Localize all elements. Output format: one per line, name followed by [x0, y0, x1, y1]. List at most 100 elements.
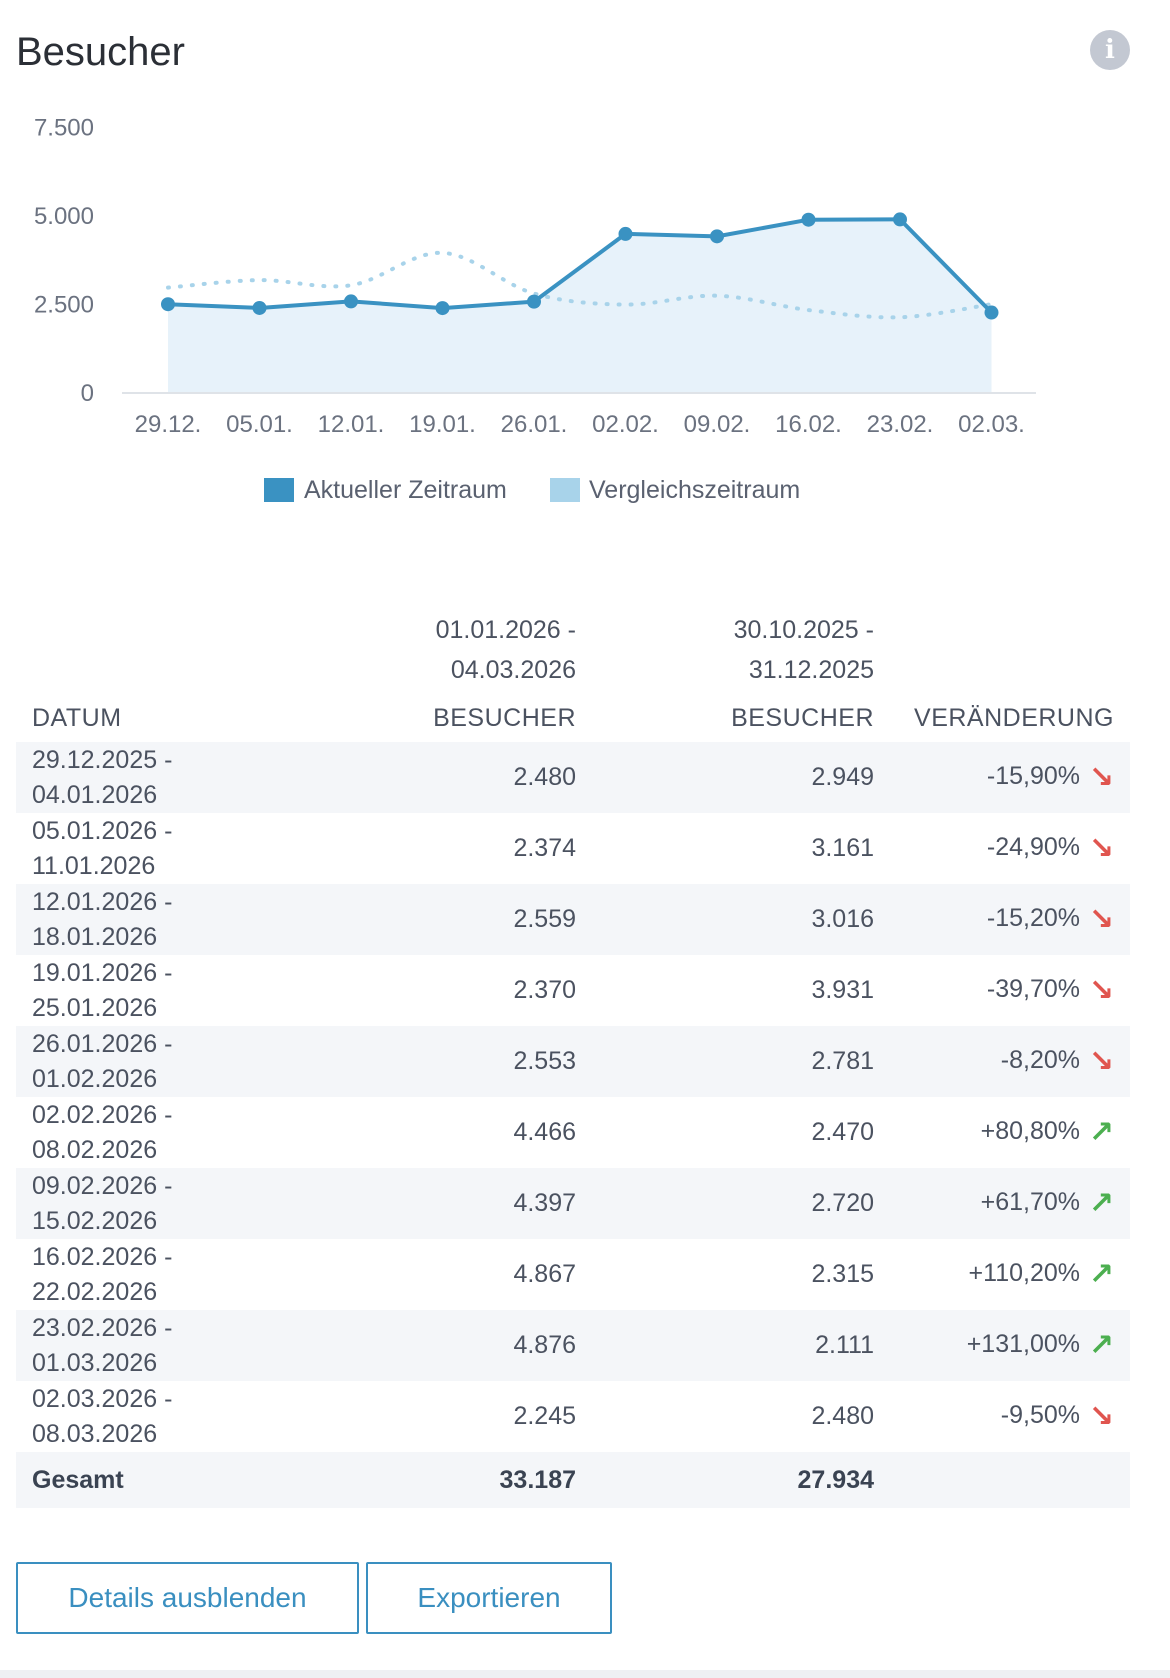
table-row: 26.01.2026 - 01.02.2026 2.553 2.781 -8,20% ↘ — [16, 1026, 1130, 1097]
row-visitors-current: 2.374 — [513, 834, 576, 862]
arrow-up-right-icon: ↗ — [1088, 1187, 1114, 1220]
arrow-up-right-icon: ↗ — [1088, 1116, 1114, 1149]
current-series-point — [252, 300, 267, 315]
row-visitors-comparison: 3.016 — [576, 884, 874, 955]
row-change: -15,90% ↘ — [874, 742, 1130, 813]
row-visitors-comparison: 2.111 — [576, 1310, 874, 1381]
row-date-end: 22.02.2026 — [32, 1277, 158, 1306]
current-series-point — [161, 297, 175, 312]
row-date-start: 02.03.2026 - — [32, 1384, 173, 1413]
row-visitors-current: 2.370 — [513, 976, 576, 1004]
table-row: 02.03.2026 - 08.03.2026 2.245 2.480 -9,50% ↘ — [16, 1381, 1130, 1452]
table-row: 23.02.2026 - 01.03.2026 4.876 2.111 +131,00%… — [16, 1310, 1130, 1381]
x-tick-label: 09.02. — [684, 411, 751, 438]
row-date-end: 08.02.2026 — [32, 1135, 158, 1164]
row-change: -8,20% ↘ — [874, 1026, 1130, 1097]
row-change-value: +110,20% — [968, 1259, 1080, 1288]
row-date-start: 23.02.2026 - — [32, 1313, 173, 1342]
table-row: 16.02.2026 -22.02.2026 4.867 2.315 +110,20%… — [16, 1239, 1130, 1310]
period-spacer-right — [874, 610, 1130, 694]
total-label: Gesamt — [16, 1452, 278, 1508]
y-tick-label: 5.000 — [34, 203, 94, 230]
current-series-point — [344, 294, 358, 309]
arrow-up-right-icon: ↗ — [1088, 1258, 1114, 1291]
current-series-point — [435, 301, 450, 316]
row-visitors-current: 4.466 — [513, 1118, 576, 1146]
visitors-table: 01.01.2026 - 04.03.2026 30.10.2025 - 31.… — [16, 610, 1130, 1508]
row-visitors-current: 4.876 — [278, 1310, 576, 1381]
row-change: +80,80% ↗ — [874, 1097, 1130, 1168]
x-tick-label: 23.02. — [867, 411, 934, 438]
row-visitors-comparison: 3.931 — [811, 976, 874, 1004]
period-spacer — [16, 610, 278, 694]
x-tick-label: 02.02. — [592, 411, 659, 438]
arrow-down-right-icon: ↘ — [1088, 1400, 1114, 1433]
arrow-down-right-icon: ↘ — [1088, 1045, 1114, 1078]
row-change-value: -39,70% — [986, 975, 1080, 1004]
legend-swatch-current — [264, 478, 294, 502]
bottom-divider — [0, 1670, 1170, 1678]
row-date: 29.12.2025 - 04.01.2026 — [16, 742, 278, 813]
y-tick-label: 7.500 — [34, 115, 94, 142]
row-date-start: 19.01.2026 - — [32, 958, 173, 987]
period-current-end: 04.03.2026 — [450, 656, 576, 684]
arrow-down-right-icon: ↘ — [1088, 832, 1114, 865]
row-change: -9,50% ↘ — [874, 1381, 1130, 1452]
row-visitors-current: 4.397 — [278, 1168, 576, 1239]
header-visitors-comparison[interactable]: BESUCHER — [731, 703, 874, 732]
header-change[interactable]: VERÄNDERUNG — [914, 703, 1114, 732]
header-date[interactable]: DATUM — [32, 703, 122, 732]
row-date: 05.01.2026 - 11.01.2026 — [16, 813, 278, 884]
arrow-down-right-icon: ↘ — [1088, 974, 1114, 1007]
row-visitors-current: 4.867 — [513, 1260, 576, 1288]
row-date: 02.03.2026 - 08.03.2026 — [16, 1381, 278, 1452]
period-current: 01.01.2026 - 04.03.2026 — [278, 610, 576, 694]
row-date-end: 11.01.2026 — [32, 851, 156, 880]
row-date-start: 12.01.2026 - — [32, 887, 173, 916]
row-date-end: 18.01.2026 — [32, 922, 158, 951]
row-visitors-current: 2.553 — [278, 1026, 576, 1097]
table-row: 19.01.2026 - 25.01.2026 2.370 3.931 -39,70% ↘ — [16, 955, 1130, 1026]
row-change: -39,70% ↘ — [874, 955, 1130, 1026]
row-date-start: 05.01.2026 - — [32, 816, 173, 845]
period-comparison-start: 30.10.2025 - — [733, 616, 874, 644]
row-visitors-comparison: 2.949 — [576, 742, 874, 813]
period-comparison: 30.10.2025 - 31.12.2025 — [576, 610, 874, 694]
current-series-point — [710, 229, 724, 244]
export-button[interactable]: Exportieren — [366, 1562, 612, 1634]
x-tick-label: 05.01. — [226, 411, 293, 438]
current-series-point — [801, 212, 816, 227]
row-change-value: -24,90% — [986, 833, 1080, 862]
row-change-value: +61,70% — [980, 1188, 1080, 1217]
current-series-point — [893, 212, 907, 227]
row-date-start: 09.02.2026 - — [32, 1171, 173, 1200]
row-date: 12.01.2026 - 18.01.2026 — [16, 884, 278, 955]
row-date: 16.02.2026 - 22.02.2026 — [16, 1239, 278, 1310]
hide-details-button[interactable]: Details ausblenden — [16, 1562, 359, 1634]
row-date-start: 29.12.2025 - — [32, 745, 173, 774]
y-tick-label: 2.500 — [34, 292, 94, 319]
row-visitors-current: 2.245 — [513, 1402, 576, 1430]
row-date: 09.02.2026 - 15.02.2026 — [16, 1168, 278, 1239]
table-row: 12.01.2026 - 18.01.2026 2.559 3.016 -15,20% ↘ — [16, 884, 1130, 955]
period-current-start: 01.01.2026 - — [435, 616, 576, 644]
legend-label-current: Aktueller Zeitraum — [304, 476, 507, 504]
current-series-point — [527, 294, 541, 309]
x-tick-label: 19.01. — [409, 411, 476, 438]
total-visitors-comparison: 27.934 — [576, 1452, 874, 1508]
arrow-up-right-icon: ↗ — [1088, 1329, 1114, 1362]
row-date-end: 08.03.2026 — [32, 1419, 158, 1448]
page-title: Besucher — [16, 30, 185, 74]
current-series-area — [168, 219, 992, 392]
total-row: Gesamt 33.187 27.934 — [16, 1452, 1130, 1508]
comparison-series-line — [166, 250, 994, 320]
row-change-value: +131,00% — [966, 1330, 1080, 1359]
row-date: 02.02.2026 - 08.02.2026 — [16, 1097, 278, 1168]
row-date-end: 01.02.2026 — [32, 1064, 158, 1093]
info-icon[interactable]: i — [1090, 30, 1130, 70]
row-change-value: +80,80% — [980, 1117, 1080, 1146]
header-visitors-current[interactable]: BESUCHER — [433, 703, 576, 732]
row-date-end: 01.03.2026 — [32, 1348, 158, 1377]
row-date: 26.01.2026 - 01.02.2026 — [16, 1026, 278, 1097]
row-change: +61,70% ↗ — [874, 1168, 1130, 1239]
